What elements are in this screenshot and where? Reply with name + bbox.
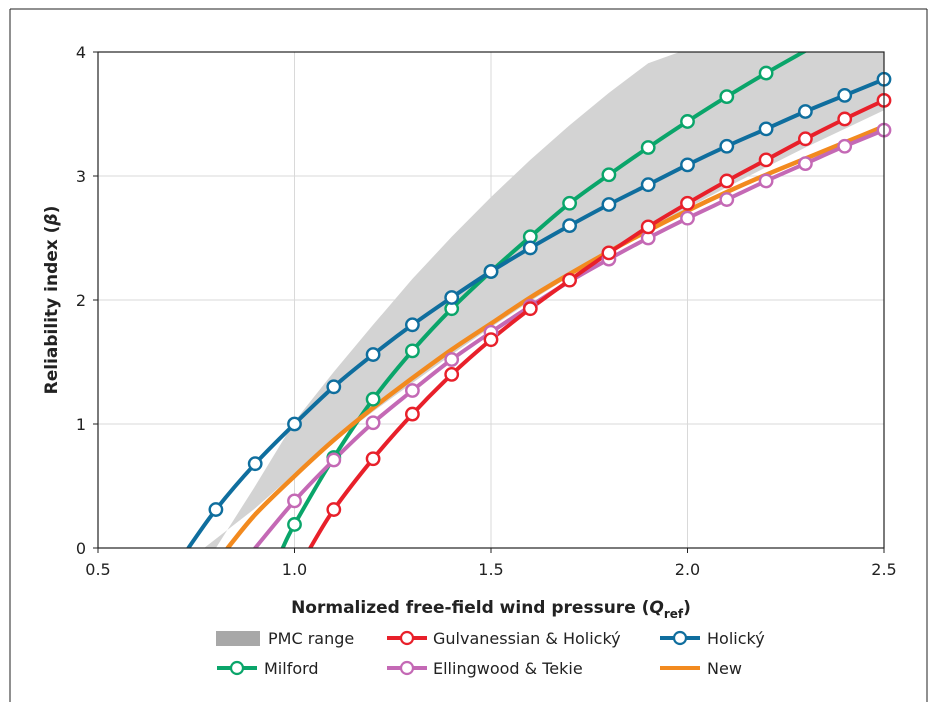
marker-holicky xyxy=(562,218,577,234)
marker-gulvanessian-holicky xyxy=(719,173,735,189)
marker-ellingwood-tekie xyxy=(404,383,420,398)
marker-holicky xyxy=(758,121,774,137)
legend-item-pmc-range: PMC range xyxy=(216,629,354,648)
marker-gulvanessian-holicky xyxy=(483,332,499,348)
legend-label-new: New xyxy=(707,659,742,678)
legend-label-milford: Milford xyxy=(264,659,319,678)
marker-gulvanessian-holicky xyxy=(640,219,656,235)
marker-milford xyxy=(365,391,381,407)
marker-gulvanessian-holicky xyxy=(798,131,813,147)
legend-marker-holicky xyxy=(672,630,688,646)
x-tick-label: 1.0 xyxy=(282,560,307,579)
legend-label-pmc-range: PMC range xyxy=(268,629,354,648)
marker-ellingwood-tekie xyxy=(798,156,813,172)
legend-item-milford: Milford xyxy=(217,659,319,678)
x-tick-label: 0.5 xyxy=(85,560,110,579)
marker-gulvanessian-holicky xyxy=(444,366,460,382)
pmc-range-band xyxy=(204,52,884,548)
y-tick-label: 0 xyxy=(76,539,86,558)
marker-milford xyxy=(758,65,774,81)
legend-item-gulvanessian-holicky: Gulvanessian & Holický xyxy=(387,629,621,648)
marker-gulvanessian-holicky xyxy=(601,245,617,261)
pmc-range-area xyxy=(204,52,884,548)
marker-gulvanessian-holicky xyxy=(404,406,420,422)
marker-milford xyxy=(287,517,302,532)
marker-holicky xyxy=(798,104,813,119)
y-axis-title: Reliability index (β) xyxy=(42,206,62,395)
marker-gulvanessian-holicky xyxy=(326,502,342,517)
x-tick-label: 2.5 xyxy=(871,560,896,579)
series-line-new xyxy=(225,124,884,548)
x-tick-label: 1.5 xyxy=(478,560,503,579)
marker-ellingwood-tekie xyxy=(758,173,774,189)
series-line-gulvanessian-holicky xyxy=(308,98,884,548)
marker-holicky xyxy=(326,379,342,395)
marker-holicky xyxy=(719,138,735,154)
marker-milford xyxy=(562,195,577,211)
marker-gulvanessian-holicky xyxy=(837,111,853,127)
marker-milford xyxy=(680,114,695,129)
marker-ellingwood-tekie xyxy=(837,138,853,154)
y-tick-label: 1 xyxy=(76,415,86,434)
marker-milford xyxy=(719,89,735,105)
y-tick-label: 3 xyxy=(76,167,86,186)
marker-gulvanessian-holicky xyxy=(562,272,577,288)
marker-holicky xyxy=(483,264,499,279)
marker-holicky xyxy=(365,347,381,362)
y-tick-label: 2 xyxy=(76,291,86,310)
marker-ellingwood-tekie xyxy=(444,352,460,367)
legend-marker-milford xyxy=(229,660,245,676)
marker-gulvanessian-holicky xyxy=(522,301,538,317)
legend-label-holicky: Holický xyxy=(707,629,765,648)
series-markers xyxy=(208,65,892,532)
marker-milford xyxy=(640,140,656,155)
marker-holicky xyxy=(680,157,695,173)
marker-milford xyxy=(404,343,420,359)
marker-milford xyxy=(601,167,617,183)
legend-marker-ellingwood-tekie xyxy=(399,660,415,676)
marker-holicky xyxy=(444,290,460,305)
marker-ellingwood-tekie xyxy=(365,415,381,431)
legend: PMC range Gulvanessian & Holický Holický… xyxy=(216,629,765,678)
legend-item-holicky: Holický xyxy=(660,629,765,648)
marker-holicky xyxy=(522,240,538,256)
legend-swatch-pmc-range xyxy=(216,631,260,646)
marker-gulvanessian-holicky xyxy=(758,152,774,168)
x-axis-title: Normalized free-field wind pressure (Qre… xyxy=(291,598,691,621)
y-tick-label: 4 xyxy=(76,43,86,62)
legend-label-ellingwood-tekie: Ellingwood & Tekie xyxy=(433,659,583,678)
marker-ellingwood-tekie xyxy=(326,452,342,468)
marker-gulvanessian-holicky xyxy=(680,195,695,211)
legend-item-new: New xyxy=(660,659,742,678)
legend-label-gulvanessian-holicky: Gulvanessian & Holický xyxy=(433,629,621,648)
marker-holicky xyxy=(640,177,656,193)
marker-holicky xyxy=(208,502,224,517)
marker-holicky xyxy=(287,416,302,432)
marker-ellingwood-tekie xyxy=(719,192,735,207)
marker-gulvanessian-holicky xyxy=(365,451,381,467)
marker-ellingwood-tekie xyxy=(287,493,302,509)
marker-holicky xyxy=(601,197,617,212)
marker-ellingwood-tekie xyxy=(680,210,695,226)
legend-marker-gulvanessian-holicky xyxy=(399,630,415,646)
marker-holicky xyxy=(404,317,420,333)
marker-holicky xyxy=(837,88,853,103)
marker-holicky xyxy=(247,456,263,472)
x-tick-label: 2.0 xyxy=(675,560,700,579)
legend-item-ellingwood-tekie: Ellingwood & Tekie xyxy=(387,659,583,678)
axis-ticks: 0.5 1.0 1.5 2.0 2.5 0 1 2 3 4 xyxy=(76,43,897,579)
